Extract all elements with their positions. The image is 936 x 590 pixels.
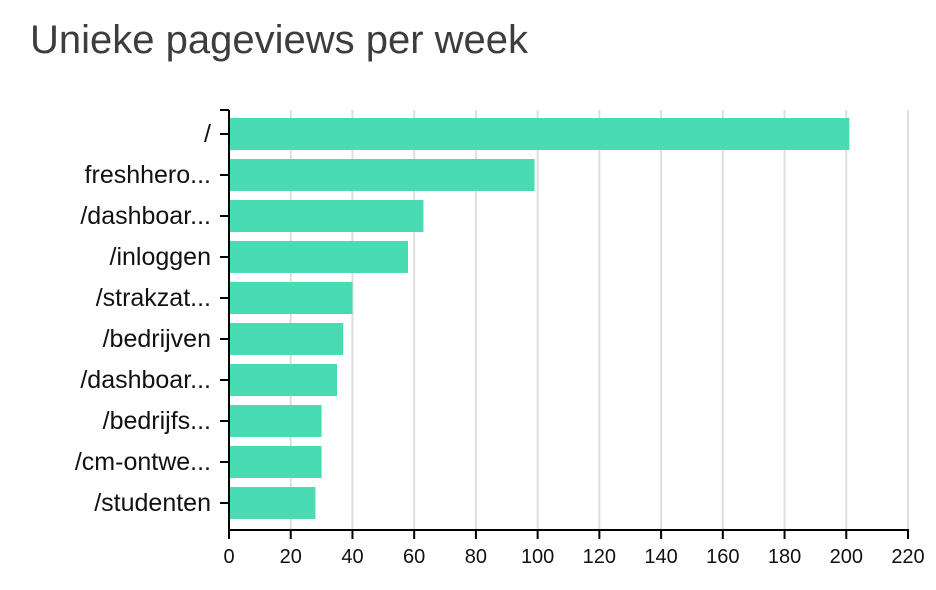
chart-title: Unieke pageviews per week bbox=[30, 18, 529, 62]
bar bbox=[229, 446, 322, 478]
bar bbox=[229, 364, 338, 396]
bar bbox=[229, 405, 322, 437]
category-label: freshhero... bbox=[85, 161, 211, 189]
x-tick-label: 200 bbox=[830, 546, 863, 568]
x-tick-label: 180 bbox=[768, 546, 801, 568]
bar bbox=[229, 487, 316, 519]
bars bbox=[229, 118, 850, 519]
x-tick-label: 160 bbox=[706, 546, 739, 568]
category-label: /cm-ontwe... bbox=[75, 448, 211, 476]
bar bbox=[229, 118, 850, 150]
category-label: /bedrijven bbox=[103, 325, 211, 353]
category-label: /dashboar... bbox=[80, 366, 211, 394]
x-tick-label: 20 bbox=[280, 546, 302, 568]
axis-labels: / freshhero... /dashboar... /inloggen/strak… bbox=[75, 120, 925, 568]
bar bbox=[229, 282, 353, 314]
x-tick-label: 40 bbox=[341, 546, 363, 568]
bar bbox=[229, 200, 424, 232]
bar bbox=[229, 159, 535, 191]
x-tick-label: 0 bbox=[223, 546, 234, 568]
x-tick-label: 220 bbox=[891, 546, 924, 568]
axes bbox=[220, 109, 909, 539]
category-label: / bbox=[204, 120, 211, 148]
x-tick-label: 100 bbox=[521, 546, 554, 568]
category-label: /inloggen bbox=[110, 243, 211, 271]
bar bbox=[229, 323, 344, 355]
category-label: /studenten bbox=[94, 489, 211, 517]
x-tick-label: 60 bbox=[403, 546, 425, 568]
x-tick-label: 120 bbox=[583, 546, 616, 568]
category-label: /strakzat... bbox=[96, 284, 211, 312]
category-label: /bedrijfs... bbox=[103, 407, 211, 435]
x-tick-label: 80 bbox=[465, 546, 487, 568]
bar bbox=[229, 241, 409, 273]
category-label: /dashboar... bbox=[80, 202, 211, 230]
x-tick-label: 140 bbox=[644, 546, 677, 568]
